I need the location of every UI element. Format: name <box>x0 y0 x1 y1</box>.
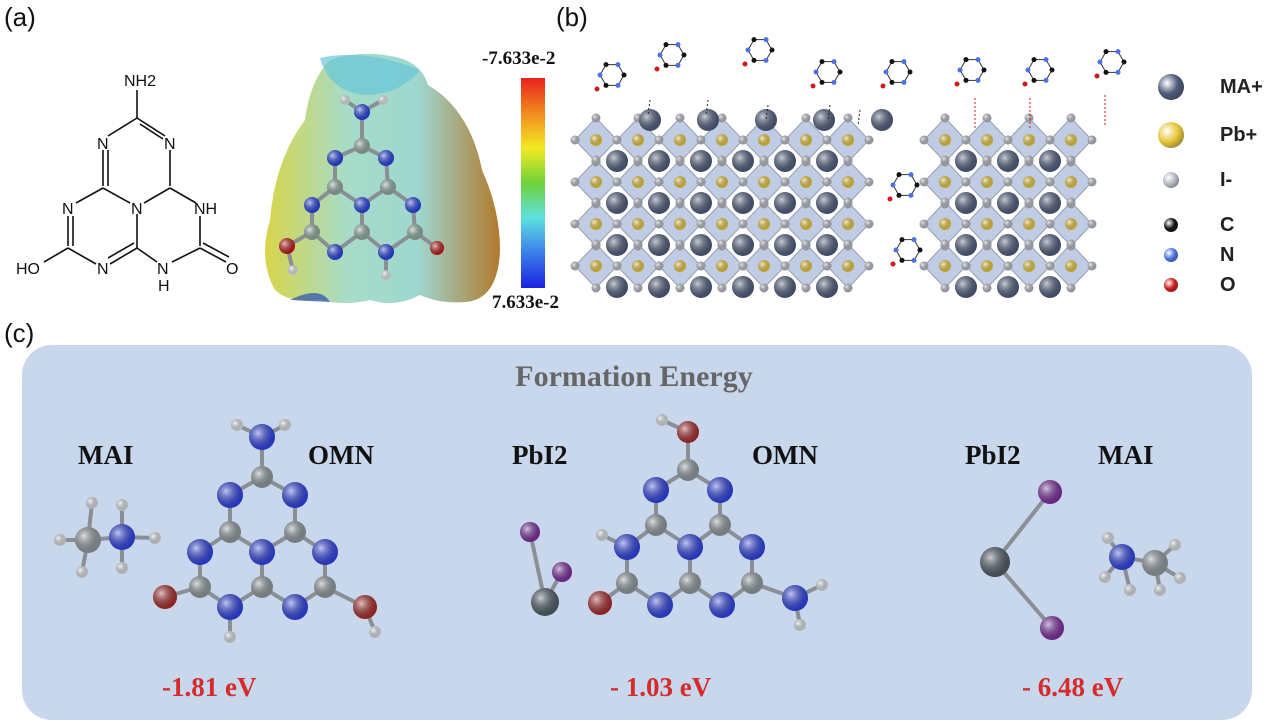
omn-molecule <box>880 59 913 89</box>
omn-molecule <box>1094 49 1127 79</box>
legend-label: N <box>1220 243 1235 266</box>
omn-molecule <box>742 37 775 67</box>
legend-swatch <box>1163 172 1179 188</box>
group1-right-label: OMN <box>308 440 374 470</box>
panel-c-title: Formation Energy <box>515 360 753 393</box>
atom-label: NH2 <box>124 73 156 90</box>
group3-right-label: MAI <box>1098 440 1154 470</box>
legend-item: O <box>1150 270 1268 300</box>
hydrogen-bond <box>647 99 651 116</box>
legend-label: O <box>1220 273 1236 296</box>
legend-item: I- <box>1150 165 1268 195</box>
omn-molecule <box>954 57 987 87</box>
atom-label: N <box>62 201 74 218</box>
omn-molecule <box>890 237 923 267</box>
atom-label: N <box>131 201 143 218</box>
legend-item: MA+ <box>1150 72 1268 102</box>
chemical-structure: NH2 N N N N NH N N H O HO <box>16 73 238 295</box>
group2-right-label: OMN <box>752 440 818 470</box>
legend-item: Pb+ <box>1150 120 1268 150</box>
group1-energy: -1.81 eV <box>162 672 257 702</box>
legend-swatch <box>1164 218 1178 232</box>
omn-molecule <box>654 42 687 72</box>
omn-molecule <box>810 59 843 89</box>
atom-label: H <box>158 278 170 295</box>
atom-label: NH <box>194 201 217 218</box>
group2-left-label: PbI2 <box>512 440 568 470</box>
legend-item: C <box>1150 210 1268 240</box>
omn-molecule <box>1022 57 1055 87</box>
legend-swatch <box>1164 278 1178 292</box>
atom-label: N <box>164 136 176 153</box>
esp-map <box>265 53 500 304</box>
omn-molecule <box>887 172 920 202</box>
group2-energy: - 1.03 eV <box>610 672 712 702</box>
group3-left-label: PbI2 <box>965 440 1021 470</box>
omn-molecule <box>594 62 627 92</box>
legend-swatch <box>1158 74 1184 100</box>
legend-label: C <box>1220 213 1235 236</box>
hydrogen-bond <box>765 104 769 121</box>
atom-label: HO <box>16 261 40 278</box>
hydrogen-bond <box>705 99 709 116</box>
structure-bonds <box>43 90 230 265</box>
atom-label: N <box>157 261 169 278</box>
panel-c-label: (c) <box>4 318 35 348</box>
hydrogen-bond <box>827 104 831 121</box>
legend-swatch <box>1164 248 1178 262</box>
atom-label: N <box>97 136 109 153</box>
legend-label: MA+ <box>1220 75 1263 98</box>
legend-swatch <box>1158 122 1184 148</box>
group3-energy: - 6.48 eV <box>1022 672 1124 702</box>
panel-b-label: (b) <box>556 2 588 32</box>
legend-label: Pb+ <box>1220 123 1258 146</box>
colorbar <box>521 78 545 288</box>
atom-label: O <box>226 261 238 278</box>
legend-item: N <box>1150 240 1268 270</box>
colorbar-max-label: -7.633e-2 <box>482 48 556 69</box>
panel-a-label: (a) <box>4 2 36 32</box>
atom-label: N <box>97 261 109 278</box>
colorbar-min-label: 7.633e-2 <box>492 292 560 313</box>
group1-left-label: MAI <box>78 440 134 470</box>
hydrogen-bond <box>857 109 861 126</box>
perovskite-lattice <box>570 37 1127 298</box>
legend-label: I- <box>1220 168 1233 191</box>
